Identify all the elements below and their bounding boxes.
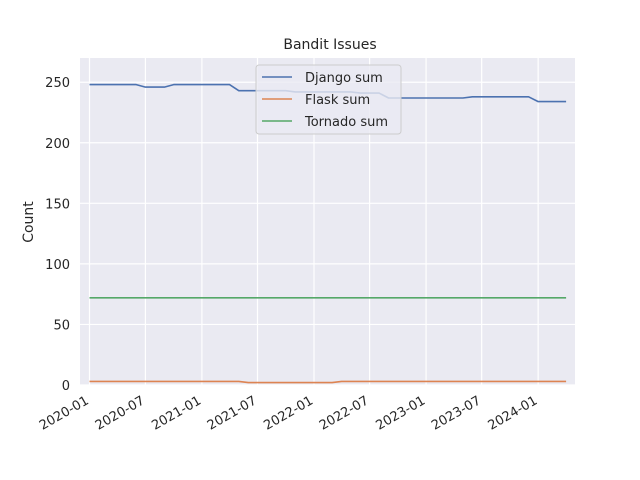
y-axis-title: Count xyxy=(21,201,37,243)
x-tick-label: 2021-01 xyxy=(149,393,204,433)
x-tick-labels: 2020-01 2020-07 2021-01 2021-07 2022-01 2022-… xyxy=(37,393,540,433)
legend-label-django: Django sum xyxy=(305,71,383,86)
x-tick-label: 2020-01 xyxy=(37,393,92,433)
y-tick-label: 50 xyxy=(53,318,70,333)
series-line-flask-sum xyxy=(89,380,567,384)
x-tick-label: 2021-07 xyxy=(205,393,260,433)
x-tick-label: 2023-07 xyxy=(429,393,484,433)
x-tick-label: 2023-01 xyxy=(374,393,429,433)
legend-box xyxy=(255,64,402,135)
x-tick-label: 2020-07 xyxy=(93,393,148,433)
x-tick-label: 2024-01 xyxy=(486,393,541,433)
y-tick-label: 0 xyxy=(62,379,70,394)
legend-label-tornado: Tornado sum xyxy=(304,115,388,130)
y-tick-label: 200 xyxy=(45,137,70,152)
x-tick-label: 2022-01 xyxy=(261,393,316,433)
legend: Django sum Flask sum Tornado sum xyxy=(255,64,402,135)
y-tick-labels: 0 50 100 150 200 250 xyxy=(45,76,70,394)
y-tick-label: 250 xyxy=(45,76,70,91)
grid xyxy=(80,58,575,386)
x-tick-label: 2022-07 xyxy=(317,393,372,433)
y-tick-label: 150 xyxy=(45,197,70,212)
y-tick-label: 100 xyxy=(45,258,70,273)
chart-title: Bandit Issues xyxy=(283,37,376,53)
legend-label-flask: Flask sum xyxy=(305,93,370,108)
